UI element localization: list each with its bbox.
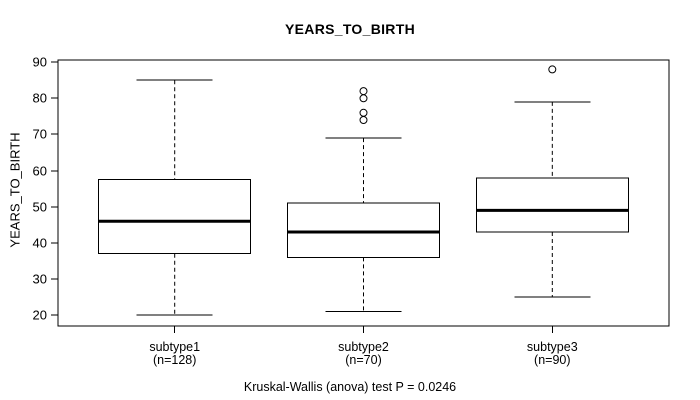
iqr-box (287, 202, 440, 258)
iqr-box (98, 179, 252, 255)
outlier-point (359, 94, 368, 103)
x-group-label: subtype1 (149, 340, 200, 354)
y-tick-label: 70 (33, 127, 47, 142)
x-group-sublabel: (n=128) (153, 353, 196, 367)
y-tick-label: 30 (33, 272, 47, 287)
outlier-point (359, 115, 368, 124)
y-tick-label: 90 (33, 55, 47, 70)
iqr-box (475, 177, 629, 233)
y-axis-title: YEARS_TO_BIRTH (7, 132, 23, 248)
outlier-point (359, 108, 368, 117)
y-tick-label: 60 (33, 164, 47, 179)
outlier-point (548, 65, 557, 74)
y-tick-label: 80 (33, 91, 47, 106)
outlier-point (359, 87, 368, 96)
x-group-sublabel: (n=90) (534, 353, 570, 367)
chart-title: YEARS_TO_BIRTH (285, 21, 415, 37)
x-group-label: subtype2 (338, 340, 389, 354)
x-group-label: subtype3 (527, 340, 578, 354)
y-tick-label: 40 (33, 236, 47, 251)
stats-annotation: Kruskal-Wallis (anova) test P = 0.0246 (243, 380, 457, 394)
y-tick-label: 20 (33, 308, 47, 323)
x-group-sublabel: (n=70) (345, 353, 381, 367)
y-tick-label: 50 (33, 200, 47, 215)
